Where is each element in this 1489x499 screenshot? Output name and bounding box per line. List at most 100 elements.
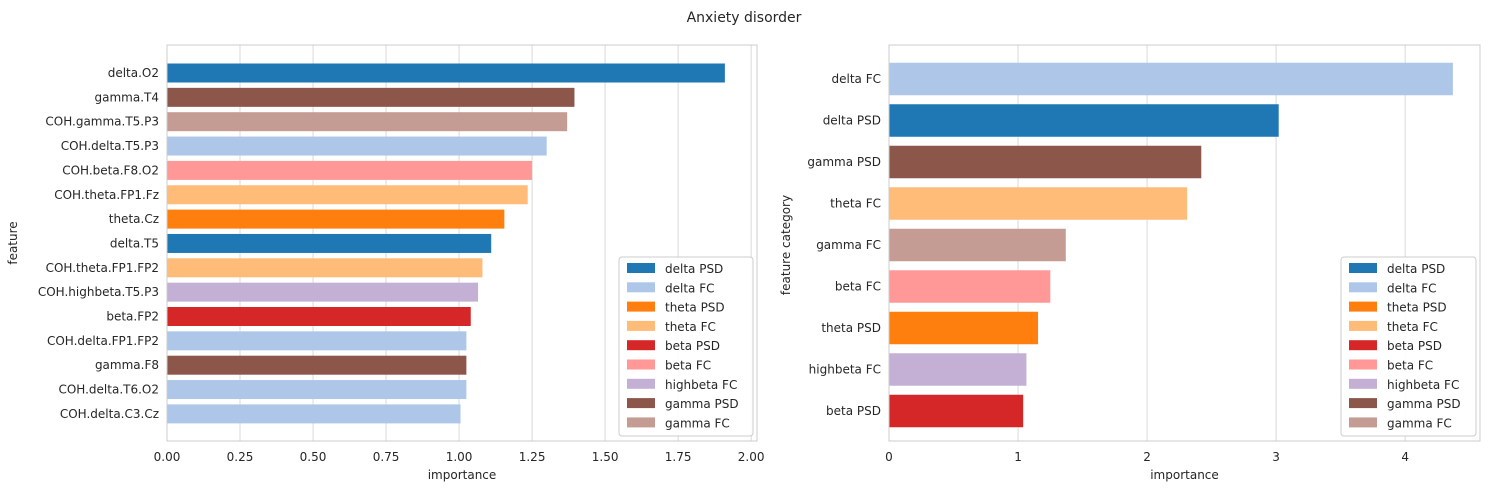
- y-tick-label: COH.beta.F8.O2: [62, 163, 159, 177]
- legend-label: delta FC: [1387, 281, 1437, 295]
- legend-label: beta FC: [665, 359, 711, 373]
- legend-label: gamma PSD: [1387, 397, 1461, 411]
- y-tick-label: theta PSD: [821, 321, 881, 335]
- legend-label: gamma PSD: [665, 397, 739, 411]
- legend-swatch: [627, 378, 655, 389]
- bar-gamma-fc: [889, 228, 1066, 262]
- y-axis-label: feature: [6, 221, 20, 264]
- bar-coh-highbeta-t5-p3: [167, 282, 479, 302]
- plot-frame: [888, 44, 1481, 442]
- y-tick-label: gamma.F8: [95, 358, 159, 372]
- bar-beta-fc: [889, 270, 1051, 303]
- legend-label: highbeta FC: [665, 378, 737, 392]
- legend-swatch: [1349, 320, 1377, 331]
- legend-swatch: [627, 263, 655, 273]
- legend-label: gamma FC: [1387, 416, 1452, 430]
- y-tick-label: delta.T5: [110, 236, 159, 250]
- legend-swatch: [627, 320, 655, 331]
- left-bar-chart: delta.O2 gamma.T4 COH.gamma.T5.P3 COH.delta…: [6, 44, 765, 482]
- legend-swatch: [627, 398, 655, 409]
- legend-swatch: [1349, 417, 1377, 428]
- bar-coh-delta-c3-cz: [167, 404, 461, 424]
- y-tick-label: beta.FP2: [106, 310, 159, 324]
- y-tick-label: COH.delta.C3.Cz: [60, 407, 159, 421]
- x-tick-label: 0.50: [300, 450, 327, 464]
- y-tick-label: gamma.T4: [95, 90, 159, 104]
- bar-gamma-t4: [167, 87, 575, 107]
- y-tick-label: delta PSD: [823, 114, 881, 128]
- y-tick-label: gamma PSD: [807, 155, 881, 169]
- legend-swatch: [1349, 359, 1377, 370]
- bar-delta-o2: [167, 63, 725, 83]
- legend-label: delta PSD: [1387, 262, 1445, 276]
- bar-coh-theta-fp1-fp2: [167, 258, 483, 278]
- y-tick-label: COH.delta.T6.O2: [58, 383, 159, 397]
- x-tick-label: 2: [1143, 450, 1151, 464]
- x-tick-label: 0.25: [227, 450, 254, 464]
- y-tick-label: COH.highbeta.T5.P3: [38, 285, 159, 299]
- x-tick-label: 1.75: [665, 450, 692, 464]
- legend-label: delta PSD: [665, 262, 723, 276]
- x-tick-label: 0: [885, 450, 893, 464]
- x-tick-label: 4: [1401, 450, 1409, 464]
- x-tick-label: 1.00: [446, 450, 473, 464]
- legend-swatch: [627, 417, 655, 428]
- legend-swatch: [627, 301, 655, 312]
- bar-coh-theta-fp1-fz: [167, 185, 528, 205]
- bar-gamma-f8: [167, 355, 467, 375]
- y-tick-label: COH.delta.T5.P3: [61, 139, 159, 153]
- x-tick-label: 2.00: [738, 450, 765, 464]
- bar-coh-gamma-t5-p3: [167, 112, 568, 132]
- y-tick-label: theta FC: [830, 197, 881, 211]
- bar-coh-beta-f8-o2: [167, 160, 533, 180]
- legend: delta PSD delta FC theta PSD theta FC beta P…: [1340, 256, 1477, 437]
- legend-swatch: [1349, 398, 1377, 409]
- y-tick-label: COH.theta.FP1.Fz: [54, 188, 159, 202]
- figure-title: Anxiety disorder: [687, 10, 802, 26]
- legend-label: theta PSD: [1387, 301, 1447, 315]
- y-axis-label: feature category: [779, 195, 793, 295]
- y-tick-label: COH.gamma.T5.P3: [45, 115, 159, 129]
- legend-swatch: [1349, 263, 1377, 273]
- legend-swatch: [627, 282, 655, 293]
- bar-coh-delta-t5-p3: [167, 136, 547, 156]
- right-bar-chart: delta FC delta PSD gamma PSD theta FC gamma …: [779, 44, 1481, 482]
- legend-label: theta FC: [1387, 320, 1438, 334]
- x-tick-label: 1: [1014, 450, 1022, 464]
- x-tick-label: 1.25: [519, 450, 546, 464]
- y-tick-label: COH.delta.FP1.FP2: [47, 334, 159, 348]
- y-tick-label: delta.O2: [108, 66, 159, 80]
- y-tick-label: COH.theta.FP1.FP2: [46, 261, 159, 275]
- legend-swatch: [1349, 282, 1377, 293]
- legend-label: beta FC: [1387, 359, 1433, 373]
- x-axis-label: importance: [1150, 468, 1219, 482]
- bar-highbeta-fc: [889, 353, 1027, 386]
- y-tick-label: highbeta FC: [809, 363, 881, 377]
- legend-label: highbeta FC: [1387, 378, 1459, 392]
- legend-label: beta PSD: [665, 339, 720, 353]
- legend-swatch: [1349, 301, 1377, 312]
- y-tick-label: beta PSD: [826, 404, 881, 418]
- plot-frame: [166, 44, 758, 442]
- bar-coh-delta-fp1-fp2: [167, 331, 467, 351]
- x-tick-label: 1.50: [592, 450, 619, 464]
- y-tick-label: beta FC: [835, 280, 881, 294]
- x-tick-label: 0.75: [373, 450, 400, 464]
- legend-label: theta FC: [665, 320, 716, 334]
- bar-delta-t5: [167, 233, 492, 253]
- y-tick-label: theta.Cz: [109, 212, 159, 226]
- bar-delta-psd: [889, 104, 1279, 137]
- bar-delta-fc: [889, 62, 1453, 96]
- x-tick-label: 0.00: [154, 450, 181, 464]
- bar-theta-cz: [167, 209, 505, 229]
- bar-coh-delta-t6-o2: [167, 380, 467, 400]
- x-axis-label: importance: [428, 468, 497, 482]
- bar-beta-psd: [889, 394, 1024, 428]
- bar-theta-fc: [889, 187, 1188, 220]
- legend-label: beta PSD: [1387, 339, 1442, 353]
- legend-swatch: [627, 359, 655, 370]
- bar-beta-fp2: [167, 307, 471, 326]
- bar-theta-psd: [889, 311, 1039, 345]
